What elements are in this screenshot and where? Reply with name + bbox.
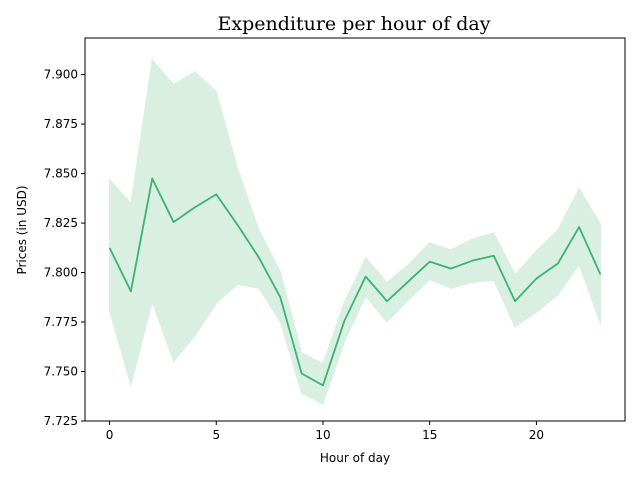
x-axis-label: Hour of day: [320, 451, 390, 465]
series-line: [108, 177, 602, 387]
x-axis: 0 5 10 15 20: [106, 421, 544, 442]
x-tick-label: 15: [422, 428, 437, 442]
confidence-band: [109, 58, 601, 405]
x-tick-label: 5: [212, 428, 220, 442]
y-axis: 7.725 7.750 7.775 7.800 7.825 7.850 7.875 7.900: [44, 68, 85, 428]
y-tick-label: 7.750: [44, 365, 78, 379]
x-tick-label: 20: [529, 428, 544, 442]
y-tick-label: 7.800: [44, 266, 78, 280]
y-tick-label: 7.850: [44, 167, 78, 181]
axes-frame: [84, 37, 626, 422]
plot-area: [108, 58, 602, 405]
y-tick-label: 7.900: [44, 68, 78, 82]
chart-title: Expenditure per hour of day: [217, 13, 490, 35]
y-axis-label: Prices (in USD): [15, 185, 29, 274]
y-tick-label: 7.825: [44, 216, 78, 230]
y-tick-label: 7.775: [44, 315, 78, 329]
y-tick-label: 7.875: [44, 117, 78, 131]
x-tick-label: 10: [315, 428, 330, 442]
x-tick-label: 0: [106, 428, 114, 442]
y-tick-label: 7.725: [44, 414, 78, 428]
